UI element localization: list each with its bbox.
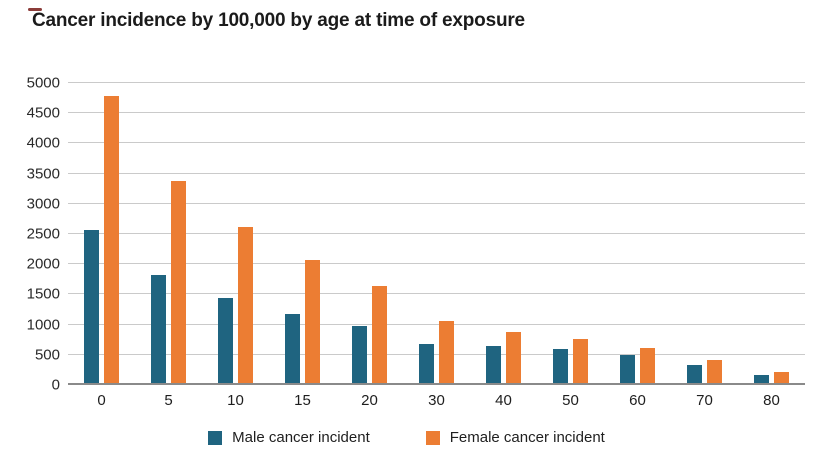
bar-group-age-30 bbox=[419, 83, 454, 385]
legend-label-female: Female cancer incident bbox=[449, 429, 605, 446]
bar-female-age-10 bbox=[238, 227, 253, 385]
gridline bbox=[68, 142, 805, 144]
y-tick-label: 4500 bbox=[26, 104, 60, 122]
gridline bbox=[68, 323, 805, 325]
x-tick-label: 40 bbox=[495, 392, 512, 409]
bar-group-age-80 bbox=[754, 83, 789, 385]
male-series-swatch bbox=[208, 430, 223, 445]
bar-female-age-40 bbox=[506, 331, 521, 385]
x-axis: 0 5 10 15 20 30 40 50 60 70 80 bbox=[68, 392, 805, 409]
gridline bbox=[68, 353, 805, 355]
bar-male-age-10 bbox=[218, 297, 233, 385]
chart-title: Cancer incidence by 100,000 by age at ti… bbox=[32, 10, 525, 31]
bar-male-age-70 bbox=[687, 364, 702, 385]
bar-female-age-20 bbox=[372, 285, 387, 385]
x-tick-label: 50 bbox=[562, 392, 579, 409]
edge-artifact-mark bbox=[28, 8, 42, 11]
y-tick-label: 5000 bbox=[26, 74, 60, 92]
bar-female-age-70 bbox=[707, 359, 722, 385]
plot-area bbox=[68, 82, 805, 385]
x-tick-label: 15 bbox=[294, 392, 311, 409]
legend-label-male: Male cancer incident bbox=[232, 429, 370, 446]
x-tick-label: 70 bbox=[696, 392, 713, 409]
x-axis-line bbox=[68, 383, 805, 385]
bar-female-age-60 bbox=[640, 347, 655, 385]
gridline bbox=[68, 172, 805, 174]
bar-female-age-50 bbox=[573, 338, 588, 385]
bar-female-age-15 bbox=[305, 260, 320, 385]
bar-group-age-0 bbox=[84, 83, 119, 385]
bar-male-age-40 bbox=[486, 345, 501, 385]
legend: Male cancer incident Female cancer incid… bbox=[0, 429, 813, 446]
bar-male-age-15 bbox=[285, 313, 300, 385]
bar-group-age-40 bbox=[486, 83, 521, 385]
legend-item-female: Female cancer incident bbox=[425, 429, 605, 446]
x-tick-label: 80 bbox=[763, 392, 780, 409]
gridline bbox=[68, 112, 805, 114]
y-tick-label: 1500 bbox=[26, 285, 60, 303]
x-tick-label: 60 bbox=[629, 392, 646, 409]
x-tick-label: 30 bbox=[428, 392, 445, 409]
y-tick-label: 500 bbox=[34, 346, 60, 364]
y-axis: 0 500 1000 1500 2000 2500 3000 3500 4000 4500 5000 bbox=[0, 76, 60, 393]
x-tick-label: 20 bbox=[361, 392, 378, 409]
y-tick-label: 0 bbox=[51, 376, 60, 394]
bar-group-age-50 bbox=[553, 83, 588, 385]
gridline bbox=[68, 263, 805, 265]
bar-group-age-10 bbox=[218, 83, 253, 385]
x-tick-label: 5 bbox=[164, 392, 173, 409]
y-tick-label: 3000 bbox=[26, 195, 60, 213]
bar-male-age-60 bbox=[620, 355, 635, 385]
bar-male-age-5 bbox=[151, 275, 166, 385]
legend-item-male: Male cancer incident bbox=[208, 429, 370, 446]
bar-female-age-80 bbox=[774, 372, 789, 385]
bar-female-age-0 bbox=[104, 96, 119, 385]
bar-male-age-80 bbox=[754, 374, 769, 385]
x-tick-label: 0 bbox=[97, 392, 106, 409]
y-tick-label: 2500 bbox=[26, 225, 60, 243]
bar-group-age-60 bbox=[620, 83, 655, 385]
female-series-swatch bbox=[425, 430, 440, 445]
bar-male-age-20 bbox=[352, 326, 367, 385]
bar-female-age-30 bbox=[439, 320, 454, 385]
bar-group-age-70 bbox=[687, 83, 722, 385]
y-tick-label: 3500 bbox=[26, 165, 60, 183]
bar-male-age-0 bbox=[84, 230, 99, 385]
bar-male-age-50 bbox=[553, 349, 568, 385]
y-tick-label: 4000 bbox=[26, 134, 60, 152]
gridline bbox=[68, 293, 805, 295]
bar-group-age-20 bbox=[352, 83, 387, 385]
x-tick-label: 10 bbox=[227, 392, 244, 409]
gridline bbox=[68, 202, 805, 204]
gridline bbox=[68, 82, 805, 83]
bar-male-age-30 bbox=[419, 343, 434, 385]
bar-female-age-5 bbox=[171, 181, 186, 385]
y-tick-label: 2000 bbox=[26, 255, 60, 273]
bar-groups bbox=[68, 83, 805, 385]
y-tick-label: 1000 bbox=[26, 316, 60, 334]
bar-group-age-5 bbox=[151, 83, 186, 385]
gridline bbox=[68, 233, 805, 234]
bar-group-age-15 bbox=[285, 83, 320, 385]
